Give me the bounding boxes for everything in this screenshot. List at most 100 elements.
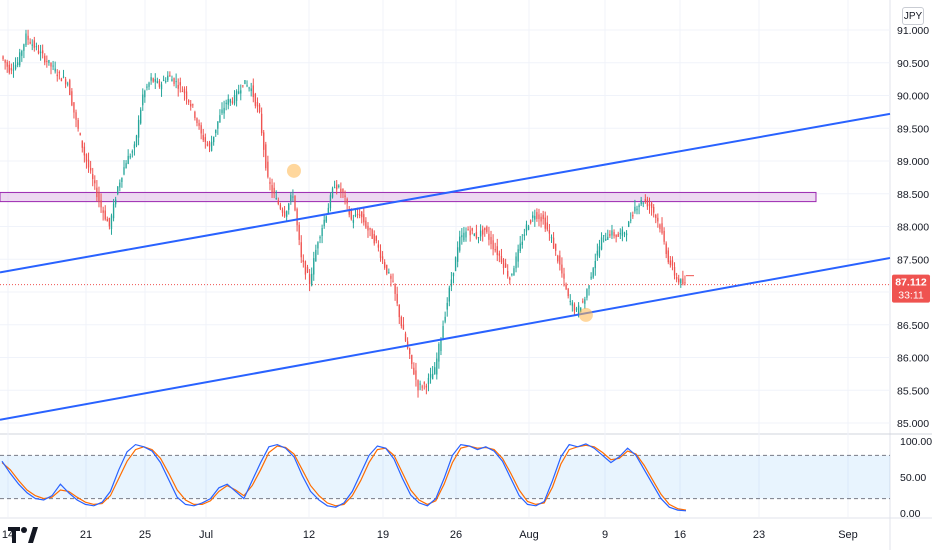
candle-body (225, 102, 227, 105)
candle-body (329, 195, 332, 209)
candle-body (52, 65, 54, 67)
candle-body (590, 276, 592, 279)
candle-body (54, 68, 56, 72)
candle-body (294, 195, 296, 211)
candle-body (4, 59, 6, 63)
candle-body (471, 228, 473, 231)
candle-body (515, 256, 517, 269)
candle-body (75, 112, 77, 120)
candle-body (44, 55, 46, 63)
candle-body (123, 167, 125, 175)
candle-body (365, 220, 367, 228)
candle-body (661, 223, 663, 234)
candle-countdown: 33:11 (898, 290, 924, 302)
candle-body (398, 304, 400, 318)
candle-body (333, 187, 336, 189)
candle-body (250, 88, 252, 92)
candle-body (235, 91, 238, 101)
candle-body (536, 212, 538, 219)
candle-body (390, 275, 392, 279)
oscillator-tick-label: 100.00 (900, 436, 932, 448)
candle-body (550, 237, 553, 239)
candle-body (350, 210, 352, 220)
candle-body (204, 137, 206, 142)
candle-body (623, 232, 626, 234)
candle-body (183, 88, 186, 94)
candle-body (260, 113, 263, 134)
candle-body (534, 215, 536, 220)
candle-body (117, 186, 119, 194)
candle-body (678, 278, 680, 283)
oscillator-tick-label: 0.00 (900, 508, 921, 520)
candle-body (221, 109, 223, 114)
candle-body (517, 249, 519, 262)
candle-body (83, 146, 86, 156)
price-tick-label: 89.000 (897, 156, 929, 168)
candle-body (121, 177, 123, 182)
candle-body (142, 94, 144, 106)
candle-body (684, 282, 686, 284)
candle-body (10, 67, 13, 71)
candle-body (417, 380, 419, 391)
candle-body (461, 235, 463, 238)
candle-body (29, 41, 31, 44)
candle-body (135, 135, 138, 146)
candle-body (473, 233, 476, 236)
candle-body (60, 78, 63, 82)
candle-body (644, 199, 647, 202)
candle-body (210, 141, 213, 152)
candle-body (137, 119, 140, 138)
candle-body (348, 210, 350, 215)
candle-body (613, 232, 615, 237)
upper-trendline (0, 112, 891, 274)
candle-body (552, 237, 555, 249)
candle-body (39, 51, 42, 54)
candle-body (388, 272, 390, 274)
candle-body (675, 277, 678, 280)
candle-body (653, 206, 655, 213)
candles-group (2, 29, 686, 398)
candle-body (490, 236, 492, 245)
currency-badge[interactable]: JPY (902, 7, 924, 25)
candle-body (150, 77, 152, 81)
candle-body (14, 64, 17, 70)
candle-body (196, 118, 198, 124)
candle-body (375, 236, 377, 241)
price-tick-label: 90.000 (897, 91, 929, 103)
candle-body (244, 80, 246, 85)
candle-body (273, 187, 275, 194)
candle-body (181, 91, 184, 93)
candle-body (488, 233, 490, 240)
candle-body (598, 246, 601, 257)
candle-body (340, 188, 342, 192)
candle-body (154, 79, 156, 82)
candle-body (58, 72, 61, 74)
candle-body (173, 78, 175, 84)
candle-body (248, 87, 250, 89)
candle-body (346, 198, 348, 204)
candle-body (131, 151, 134, 153)
candle-body (438, 344, 440, 362)
candle-body (402, 324, 405, 330)
candle-body (582, 301, 584, 303)
candle-body (252, 85, 254, 98)
candle-body (486, 226, 488, 232)
candle-body (379, 250, 382, 258)
candle-body (19, 52, 21, 66)
candle-body (263, 132, 265, 150)
candle-body (64, 79, 67, 85)
candle-body (85, 154, 88, 162)
price-tick-label: 88.000 (897, 222, 929, 234)
candle-body (477, 237, 480, 239)
candle-body (175, 81, 177, 83)
price-tick-label: 90.500 (897, 58, 929, 70)
candle-body (409, 348, 411, 355)
candle-body (557, 255, 559, 262)
candle-body (298, 224, 300, 240)
candle-body (133, 144, 136, 149)
candle-body (586, 289, 588, 298)
candle-body (342, 188, 344, 193)
price-tick-label: 87.500 (897, 254, 929, 266)
candle-body (246, 85, 248, 87)
